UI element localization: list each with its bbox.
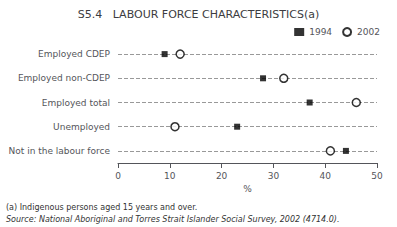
svg-text:Employed total: Employed total [42, 98, 110, 108]
svg-text:50: 50 [371, 171, 383, 181]
svg-text:2002: 2002 [357, 27, 380, 37]
svg-text:0: 0 [115, 171, 121, 181]
svg-text:Not in the labour force: Not in the labour force [9, 146, 111, 156]
svg-text:10: 10 [164, 171, 176, 181]
svg-text:20: 20 [216, 171, 228, 181]
svg-text:30: 30 [268, 171, 280, 181]
svg-text:S5.4 LABOUR FORCE CHARACTERI: S5.4 LABOUR FORCE CHARACTERISTICS(a) [78, 8, 319, 21]
svg-text:Employed CDEP: Employed CDEP [38, 49, 111, 59]
svg-text:Source: National Aboriginal an: Source: National Aboriginal and Torres S… [6, 215, 339, 224]
svg-text:Unemployed: Unemployed [53, 122, 110, 132]
svg-text:Employed non-CDEP: Employed non-CDEP [18, 73, 111, 83]
svg-text:(a) Indigenous persons aged 15: (a) Indigenous persons aged 15 years and… [6, 203, 197, 212]
svg-text:1994: 1994 [309, 27, 332, 37]
svg-text:40: 40 [319, 171, 331, 181]
svg-text:%: % [243, 184, 252, 194]
